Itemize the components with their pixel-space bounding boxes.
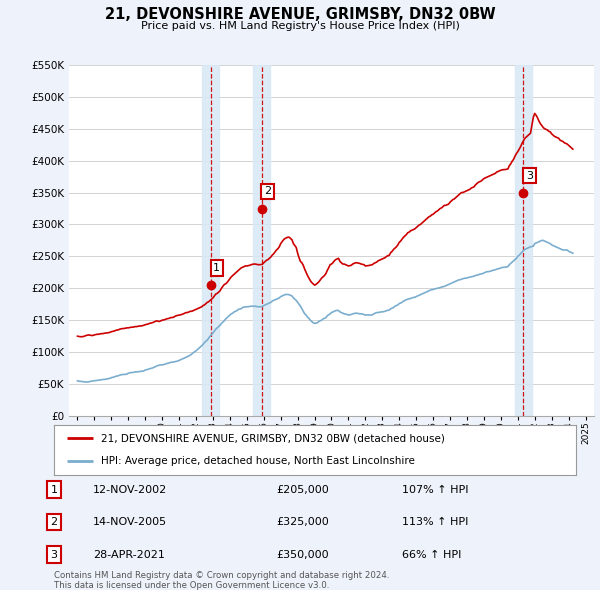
Bar (253, 65, 270, 416)
Text: 3: 3 (50, 550, 58, 559)
Text: Price paid vs. HM Land Registry's House Price Index (HPI): Price paid vs. HM Land Registry's House … (140, 21, 460, 31)
Text: £325,000: £325,000 (276, 517, 329, 527)
Text: 1: 1 (213, 263, 220, 273)
Text: 66% ↑ HPI: 66% ↑ HPI (402, 550, 461, 559)
Text: 21, DEVONSHIRE AVENUE, GRIMSBY, DN32 0BW (detached house): 21, DEVONSHIRE AVENUE, GRIMSBY, DN32 0BW… (101, 433, 445, 443)
Text: 2: 2 (264, 186, 271, 196)
Text: 21, DEVONSHIRE AVENUE, GRIMSBY, DN32 0BW: 21, DEVONSHIRE AVENUE, GRIMSBY, DN32 0BW (104, 7, 496, 22)
Text: 14-NOV-2005: 14-NOV-2005 (93, 517, 167, 527)
Text: 113% ↑ HPI: 113% ↑ HPI (402, 517, 469, 527)
Text: 12-NOV-2002: 12-NOV-2002 (93, 485, 167, 494)
Text: 1: 1 (50, 485, 58, 494)
Text: £350,000: £350,000 (276, 550, 329, 559)
Bar (515, 65, 532, 416)
Text: 28-APR-2021: 28-APR-2021 (93, 550, 165, 559)
Text: HPI: Average price, detached house, North East Lincolnshire: HPI: Average price, detached house, Nort… (101, 457, 415, 467)
Text: This data is licensed under the Open Government Licence v3.0.: This data is licensed under the Open Gov… (54, 581, 329, 589)
Text: 2: 2 (50, 517, 58, 527)
Text: 3: 3 (526, 171, 533, 181)
Bar (202, 65, 219, 416)
Text: 107% ↑ HPI: 107% ↑ HPI (402, 485, 469, 494)
Text: £205,000: £205,000 (276, 485, 329, 494)
Text: Contains HM Land Registry data © Crown copyright and database right 2024.: Contains HM Land Registry data © Crown c… (54, 571, 389, 580)
